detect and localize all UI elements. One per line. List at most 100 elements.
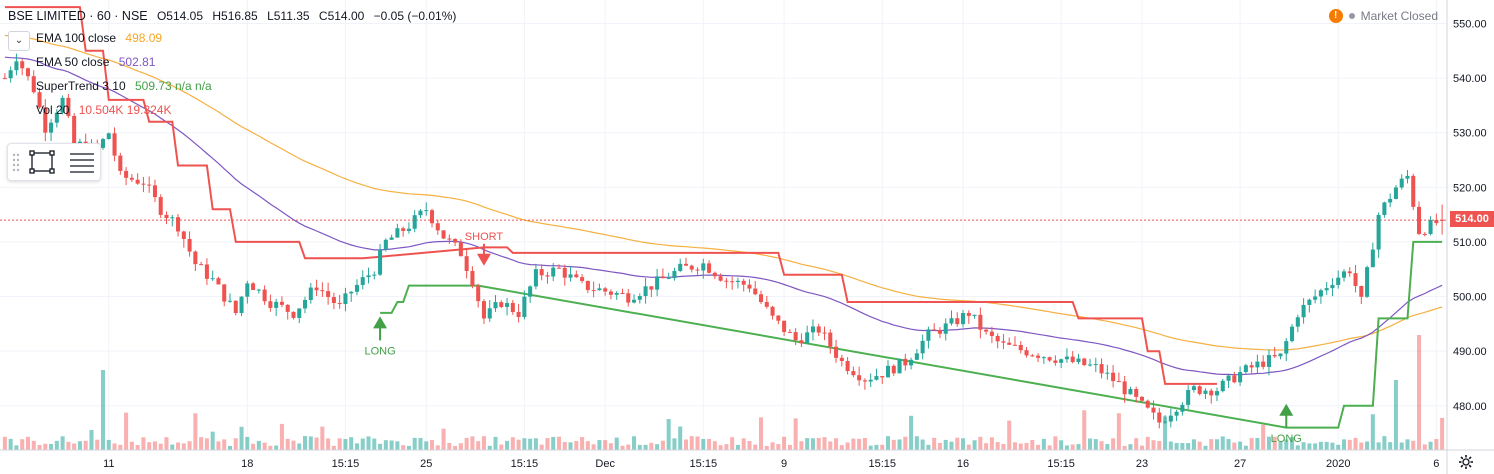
candle: [481, 299, 486, 324]
candle: [1111, 365, 1116, 388]
candle: [943, 318, 948, 341]
candle-body: [493, 302, 498, 309]
candle: [1365, 265, 1370, 298]
ohlc-close: C514.00: [318, 9, 365, 23]
volume-bar: [343, 439, 348, 450]
volume-bar: [1036, 444, 1041, 450]
indicator-ema100[interactable]: EMA 100 close 498.09: [36, 31, 162, 45]
volume-bar: [620, 445, 625, 450]
candle: [354, 279, 359, 296]
volume-bar: [1307, 443, 1312, 450]
volume-bar: [31, 440, 36, 450]
candle: [834, 339, 839, 363]
candle-body: [591, 290, 596, 292]
candle-body: [326, 291, 331, 298]
drag-handle-icon[interactable]: [12, 153, 20, 172]
candle-body: [464, 256, 469, 271]
volume-bar: [966, 444, 971, 450]
volume-bar: [995, 442, 1000, 450]
candle-body: [516, 311, 521, 318]
candle: [914, 348, 919, 361]
volume-bar: [1116, 413, 1121, 450]
volume-bar: [1053, 436, 1058, 450]
candle-body: [193, 251, 198, 265]
volume-bar: [1440, 417, 1445, 450]
candle-body: [626, 293, 631, 303]
candle: [649, 286, 654, 297]
volume-bar: [672, 438, 677, 450]
candlesticks[interactable]: [2, 53, 1445, 429]
indicator-volume[interactable]: Vol 20 10.504K 19.324K: [36, 103, 171, 117]
warning-icon[interactable]: !: [1328, 9, 1343, 23]
volume-bar: [891, 439, 896, 450]
time-tick-label: 18: [241, 458, 253, 470]
candle: [1076, 353, 1081, 365]
candle: [1341, 269, 1347, 282]
candle: [1128, 386, 1133, 395]
volume-bar: [937, 442, 942, 450]
candle-body: [453, 239, 458, 243]
candle-body: [1266, 355, 1271, 367]
candle: [620, 288, 625, 295]
signal-annotations: LONG SHORT LONG: [364, 231, 1301, 445]
symbol-title[interactable]: BSE LIMITED · 60 · NSE: [8, 9, 148, 23]
collapse-legend-button[interactable]: ⌄: [8, 31, 30, 51]
volume-bar: [510, 437, 515, 450]
indicator-ema50[interactable]: EMA 50 close 502.81: [36, 55, 155, 69]
volume-bar: [14, 445, 19, 450]
candle-body: [1388, 198, 1393, 203]
candle: [695, 267, 700, 275]
candle-body: [1151, 407, 1156, 413]
candle-body: [25, 68, 30, 77]
candle-body: [632, 299, 637, 303]
candle: [487, 299, 492, 322]
candle-body: [683, 263, 689, 266]
rectangle-tool-icon[interactable]: [29, 150, 55, 174]
candle-body: [730, 281, 735, 283]
candle-body: [470, 270, 475, 286]
candle-body: [1105, 372, 1110, 374]
candle-body: [49, 122, 54, 133]
candle-body: [245, 283, 250, 297]
time-axis[interactable]: 11 18 15:15 25 15:15 Dec 15:15 9 15:15 16 15:15 23 2…: [0, 449, 1494, 470]
candle: [210, 270, 215, 281]
volume-bar: [591, 444, 596, 450]
candle-body: [1203, 390, 1208, 394]
candle: [320, 282, 325, 298]
volume-bar: [822, 437, 827, 450]
price-axis[interactable]: 480.00 490.00 500.00 510.00 520.00 530.00 540.…: [1446, 0, 1487, 474]
volume-bar: [793, 418, 798, 450]
volume-bar: [1324, 441, 1329, 450]
volume-bar: [372, 438, 377, 450]
candle-body: [106, 133, 111, 140]
candle: [926, 326, 931, 349]
candle-body: [753, 288, 758, 295]
volume-bar: [522, 438, 527, 450]
settings-gear-icon[interactable]: [1458, 454, 1474, 470]
volume-bar: [262, 442, 267, 450]
list-menu-icon[interactable]: [70, 153, 94, 173]
candle: [724, 277, 729, 289]
candle: [72, 113, 77, 145]
candle: [112, 127, 117, 162]
candle-body: [187, 238, 192, 252]
candle-body: [995, 335, 1000, 342]
indicator-ema100-name: EMA 100 close: [36, 31, 117, 45]
candle: [522, 290, 527, 320]
candle-body: [1324, 288, 1329, 291]
candle: [147, 176, 152, 193]
candle: [568, 266, 573, 282]
indicator-supertrend[interactable]: SuperTrend 3 10 509.73 n/a n/a: [36, 79, 212, 93]
candle-body: [181, 231, 186, 239]
volume-bar: [303, 436, 308, 450]
candle: [580, 274, 585, 284]
candle-body: [112, 133, 117, 156]
volume-bar: [164, 437, 169, 450]
volume-bar: [885, 436, 891, 450]
candle: [770, 305, 775, 320]
candle: [268, 294, 273, 312]
candle: [1405, 169, 1410, 184]
volume-bar: [60, 436, 65, 450]
candle-body: [551, 267, 556, 277]
